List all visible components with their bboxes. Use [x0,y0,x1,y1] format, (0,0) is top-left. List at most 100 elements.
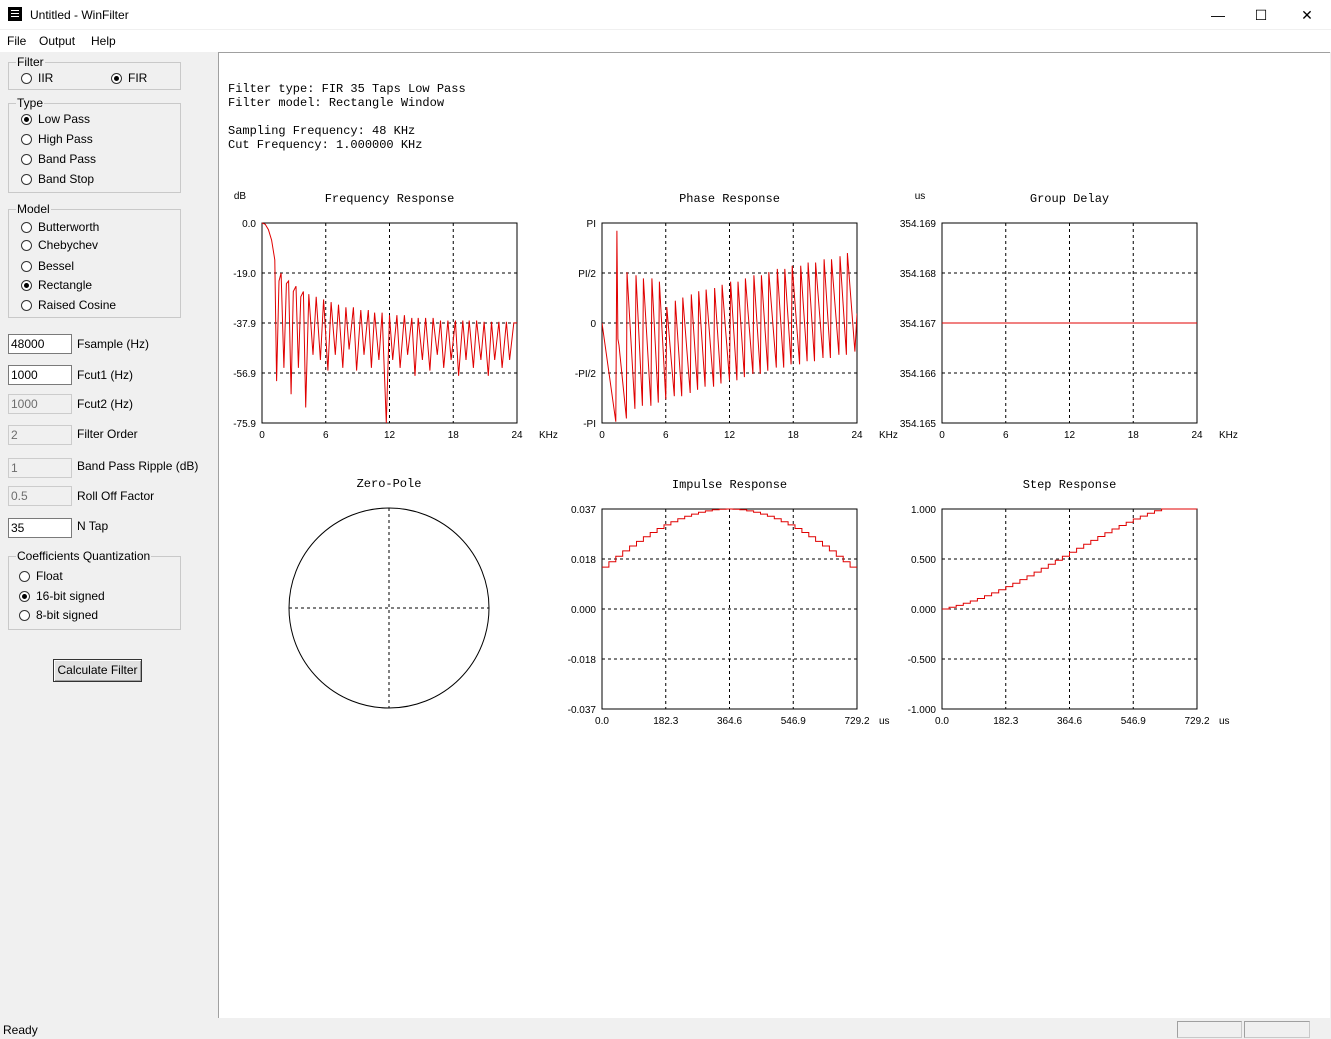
radio-8bit-circle[interactable] [19,609,30,621]
step-response-x-tick: 182.3 [993,716,1018,727]
radio-low-pass[interactable]: Low Pass [21,111,90,127]
impulse-response-x-tick: 729.2 [844,716,869,727]
radio-raised-cosine[interactable]: Raised Cosine [21,297,116,313]
minimize-button[interactable]: — [1211,7,1225,23]
close-button[interactable]: ✕ [1301,7,1313,23]
rolloff-input [8,486,72,506]
radio-band-stop[interactable]: Band Stop [21,171,94,187]
group-delay-x-tick: 6 [1003,430,1009,441]
radio-high-pass[interactable]: High Pass [21,131,93,147]
radio-high-pass-circle[interactable] [21,133,32,145]
calculate-filter-button[interactable]: Calculate Filter [53,659,142,682]
model-group-label: Model [16,202,51,216]
maximize-button[interactable]: ☐ [1254,7,1268,23]
step-response-y-tick: 0.500 [911,555,936,566]
impulse-response-x-tick: 182.3 [653,716,678,727]
radio-raised-cosine-circle[interactable] [21,299,32,311]
phase-response-y-tick: PI/2 [578,269,596,280]
radio-fir-circle[interactable] [111,72,122,84]
radio-iir[interactable]: IIR [21,70,53,86]
fcut1-input[interactable] [8,365,72,385]
menu-output[interactable]: Output [39,34,76,48]
impulse-response-y-tick: 0.037 [571,505,596,516]
impulse-response-y-tick: -0.037 [568,705,597,716]
step-response-y-tick: -1.000 [908,705,937,716]
fcut1-label: Fcut1 (Hz) [77,368,134,382]
impulse-response-y-tick: 0.000 [571,605,596,616]
radio-low-pass-circle[interactable] [21,113,32,125]
radio-fir[interactable]: FIR [111,70,147,86]
frequency-response-y-tick: -37.9 [233,319,256,330]
window-title: Untitled - WinFilter [30,8,129,22]
radio-bessel-circle[interactable] [21,260,32,272]
status-bar: Ready [0,1018,1331,1039]
step-response-x-tick: 546.9 [1121,716,1146,727]
radio-float[interactable]: Float [19,568,63,584]
radio-rectangle[interactable]: Rectangle [21,277,92,293]
radio-16bit-label: 16-bit signed [36,589,105,603]
frequency-response-y-tick: -75.9 [233,419,256,430]
frequency-response-y-tick: -56.9 [233,369,256,380]
radio-chebychev-circle[interactable] [21,239,32,251]
radio-8bit[interactable]: 8-bit signed [19,607,98,623]
menu-help[interactable]: Help [91,34,116,48]
radio-butterworth-circle[interactable] [21,221,32,233]
radio-float-circle[interactable] [19,570,30,582]
phase-response-y-tick: PI [587,219,596,230]
radio-8bit-label: 8-bit signed [36,608,99,622]
ntap-input[interactable] [8,518,72,538]
filter-group-label: Filter [16,55,45,69]
phase-response-y-tick: -PI/2 [575,369,597,380]
phase-response-x-tick: 0 [599,430,605,441]
plot-area: Filter type: FIR 35 Taps Low Pass Filter… [218,52,1330,1018]
step-response-y-tick: 1.000 [911,505,936,516]
radio-bessel-label: Bessel [38,259,75,273]
step-response-y-tick: -0.500 [908,655,937,666]
step-response-x-tick: 0.0 [935,716,949,727]
radio-16bit[interactable]: 16-bit signed [19,588,105,604]
step-response-x-tick: 729.2 [1184,716,1209,727]
impulse-response-title: Impulse Response [672,478,787,492]
status-text: Ready [3,1023,38,1037]
ripple-label: Band Pass Ripple (dB) [77,459,199,473]
phase-response-x-tick: 18 [788,430,800,441]
radio-chebychev-label: Chebychev [38,238,99,252]
rolloff-label: Roll Off Factor [77,489,155,503]
phase-response-series-line [602,230,857,422]
radio-band-pass-label: Band Pass [38,152,97,166]
menu-file[interactable]: File [7,34,27,48]
menu-bar: File Output Help [0,30,1331,52]
radio-float-label: Float [36,569,63,583]
frequency-response-ylabel: dB [234,191,247,202]
frequency-response-x-tick: 6 [323,430,329,441]
radio-rectangle-circle[interactable] [21,279,32,291]
radio-band-stop-circle[interactable] [21,173,32,185]
radio-iir-circle[interactable] [21,72,32,84]
group-delay-y-tick: 354.169 [900,219,937,230]
fsample-input[interactable] [8,334,72,354]
phase-response-x-tick: 12 [724,430,736,441]
fcut2-label: Fcut2 (Hz) [77,397,134,411]
info-filter-model: Filter model: Rectangle Window [228,96,445,110]
impulse-response-series-line [602,508,857,568]
radio-fir-label: FIR [128,71,148,85]
radio-iir-label: IIR [38,71,54,85]
type-group: Type Low Pass High Pass Band Pass Band S… [8,96,181,193]
radio-bessel[interactable]: Bessel [21,258,74,274]
phase-response-x-tick: 6 [663,430,669,441]
radio-band-pass-circle[interactable] [21,153,32,165]
frequency-response-y-tick: 0.0 [242,219,256,230]
control-panel: Filter IIR FIR Type Low Pass High Pass B… [0,52,214,1018]
group-delay-y-tick: 354.167 [900,319,937,330]
frequency-response-y-tick: -19.0 [233,269,256,280]
status-pane-1 [1177,1021,1242,1038]
radio-butterworth[interactable]: Butterworth [21,219,99,235]
radio-16bit-circle[interactable] [19,590,30,602]
group-delay-x-tick: 18 [1128,430,1140,441]
radio-band-pass[interactable]: Band Pass [21,151,96,167]
radio-chebychev[interactable]: Chebychev [21,237,98,253]
radio-low-pass-label: Low Pass [38,112,91,126]
group-delay-x-tick: 12 [1064,430,1076,441]
step-response-series-line [942,508,1197,610]
frequency-response-title: Frequency Response [325,192,455,206]
